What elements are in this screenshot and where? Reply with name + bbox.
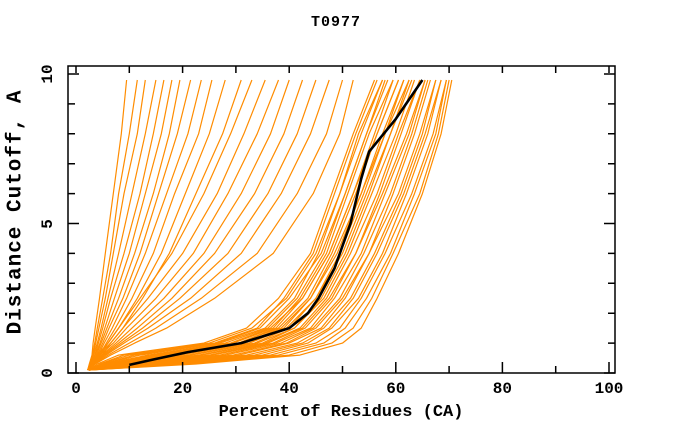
- model-curve: [87, 79, 344, 371]
- y-tick-label-10: 10: [39, 64, 57, 84]
- model-curve: [87, 79, 266, 371]
- model-curve: [89, 79, 378, 371]
- y-axis-label: Distance Cutoff, A: [4, 89, 28, 335]
- chart-title: T0977: [310, 14, 362, 31]
- model-curve: [87, 79, 330, 371]
- model-curve: [89, 79, 400, 371]
- model-curve: [87, 79, 173, 371]
- model-curve: [89, 79, 442, 371]
- x-tick-label-100: 100: [594, 380, 624, 398]
- model-curve: [87, 79, 226, 371]
- model-curve: [87, 79, 317, 371]
- x-tick-label-80: 80: [492, 380, 512, 398]
- model-curve: [89, 79, 437, 371]
- x-axis-label: Percent of Residues (CA): [218, 403, 464, 422]
- plot-frame-and-ticks: [67, 65, 616, 374]
- model-curve: [89, 79, 384, 371]
- model-curve: [89, 79, 447, 371]
- model-curve: [87, 79, 280, 371]
- model-curve: [89, 79, 394, 371]
- model-curve: [87, 79, 157, 371]
- model-curve: [89, 79, 450, 371]
- x-tick-label-60: 60: [386, 380, 406, 398]
- highlight-curve: [129, 79, 424, 367]
- model-curve: [88, 79, 376, 371]
- y-tick-label-5: 5: [39, 218, 57, 229]
- model-curve: [89, 79, 400, 371]
- model-curve: [89, 79, 421, 371]
- model-curve: [87, 79, 354, 371]
- model-curves: [87, 79, 453, 371]
- model-curve: [89, 79, 453, 371]
- model-curve: [87, 79, 304, 371]
- model-curve: [87, 79, 181, 371]
- model-curve: [89, 79, 447, 371]
- model-curve: [87, 79, 242, 371]
- plot-frame: [67, 65, 616, 374]
- highlight-model-curve: [129, 79, 424, 367]
- model-curve: [89, 79, 429, 371]
- model-curve: [89, 79, 384, 371]
- y-tick-label-0: 0: [39, 368, 57, 378]
- model-curve: [89, 79, 437, 371]
- axis-ticks: [68, 66, 615, 374]
- x-tick-label-0: 0: [71, 380, 81, 398]
- x-tick-label-20: 20: [172, 380, 193, 398]
- x-tick-label-40: 40: [279, 380, 299, 398]
- model-curve: [87, 79, 253, 371]
